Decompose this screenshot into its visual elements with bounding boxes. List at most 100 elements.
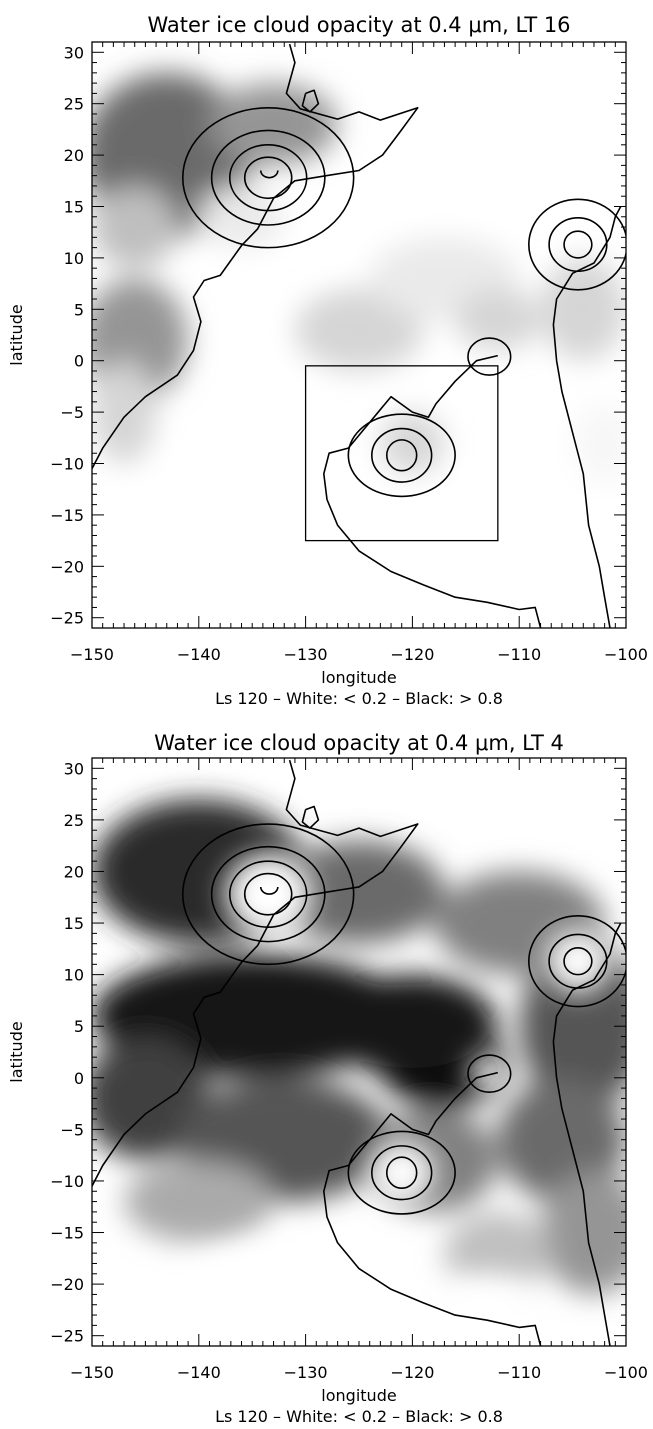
topography-contours: [92, 43, 626, 628]
contour-ring: [385, 1156, 418, 1189]
contour-ring: [228, 144, 308, 212]
panel-2: Water ice cloud opacity at 0.4 μm, LT 4 −…: [7, 731, 648, 1426]
chart-title: Water ice cloud opacity at 0.4 μm, LT 16: [147, 13, 570, 37]
opacity-blob: [519, 943, 626, 1109]
y-tick-label: −10: [50, 1172, 84, 1191]
y-tick-label: −20: [50, 1275, 84, 1294]
contour-ring: [467, 1054, 512, 1094]
y-tick-label: 30: [64, 759, 84, 778]
opacity-blob: [455, 288, 541, 351]
contour-ring: [228, 860, 308, 928]
contour-ring: [563, 947, 593, 976]
y-tick-label: 0: [74, 1069, 84, 1088]
contour-summit: [259, 170, 279, 179]
contour-east: [552, 922, 622, 1346]
contour-lake: [301, 89, 320, 113]
x-tick-label: −120: [390, 1363, 434, 1382]
opacity-blob: [519, 453, 584, 515]
contour-ring: [181, 823, 355, 966]
topography-contours: [92, 759, 626, 1346]
x-tick-label: −100: [604, 645, 648, 664]
panel-1: Water ice cloud opacity at 0.4 μm, LT 16…: [7, 13, 648, 708]
chart-title: Water ice cloud opacity at 0.4 μm, LT 4: [154, 731, 564, 755]
y-tick-label: 25: [64, 95, 84, 114]
y-tick-label: −25: [50, 1327, 84, 1346]
contour-ring: [371, 427, 433, 483]
contour-ring: [528, 198, 626, 291]
y-tick-label: 20: [64, 146, 84, 165]
opacity-blob: [294, 288, 424, 371]
y-tick-label: 25: [64, 811, 84, 830]
contour-lake: [301, 805, 320, 829]
contour-ring: [210, 129, 326, 226]
y-tick-label: −5: [60, 403, 84, 422]
x-axis-label: longitude: [321, 668, 396, 687]
y-axis-label: latitude: [7, 304, 26, 365]
y-tick-label: 5: [74, 300, 84, 319]
x-tick-label: −150: [70, 1363, 114, 1382]
contour-ring: [371, 1145, 433, 1201]
contour-ring: [347, 413, 456, 498]
contour-ring: [347, 1130, 456, 1215]
opacity-blob: [209, 83, 338, 166]
opacity-blob: [326, 974, 498, 1078]
y-tick-label: 10: [64, 249, 84, 268]
x-axis-label: longitude: [321, 1386, 396, 1405]
y-tick-label: 0: [74, 352, 84, 371]
opacity-blob: [540, 1170, 626, 1295]
contour-ring: [548, 217, 608, 273]
opacity-blob: [540, 257, 626, 361]
opacity-blob: [198, 185, 285, 248]
y-axis-label: latitude: [7, 1021, 26, 1082]
y-tick-label: −20: [50, 557, 84, 576]
opacity-blob: [92, 185, 178, 269]
opacity-field: [92, 799, 626, 1336]
contour-east: [552, 206, 622, 628]
x-tick-label: −140: [177, 645, 221, 664]
opacity-blob: [273, 840, 445, 944]
contour-basin: [322, 354, 542, 628]
contour-ring: [563, 230, 593, 259]
y-tick-label: 10: [64, 966, 84, 985]
contour-coast: [92, 43, 419, 469]
opacity-field: [92, 72, 626, 515]
contour-summit: [259, 886, 279, 895]
chart-caption: Ls 120 – White: < 0.2 – Black: > 0.8: [215, 1407, 503, 1426]
inset-box: [304, 365, 499, 542]
y-tick-label: 20: [64, 862, 84, 881]
contour-ring: [243, 872, 293, 916]
contour-ring: [181, 106, 355, 249]
contour-ring: [243, 156, 293, 200]
contour-ring: [385, 439, 418, 472]
opacity-blob: [92, 360, 157, 464]
x-tick-label: −110: [497, 645, 541, 664]
clear-spot: [470, 1053, 509, 1095]
opacity-blob: [124, 1160, 274, 1243]
clear-spot: [177, 1242, 392, 1326]
ticks: [91, 41, 627, 629]
opacity-blob: [444, 1211, 552, 1295]
y-tick-label: −15: [50, 1224, 84, 1243]
contour-basin: [322, 1071, 542, 1346]
y-tick-label: 5: [74, 1017, 84, 1036]
chart-caption: Ls 120 – White: < 0.2 – Black: > 0.8: [215, 689, 503, 708]
contour-coast: [92, 759, 419, 1187]
x-tick-label: −100: [604, 1363, 648, 1382]
y-tick-label: 30: [64, 43, 84, 62]
opacity-blob: [572, 401, 626, 485]
x-tick-label: −130: [284, 645, 328, 664]
y-tick-label: −25: [50, 609, 84, 628]
x-tick-label: −120: [390, 645, 434, 664]
clear-spot: [545, 930, 610, 993]
x-tick-label: −140: [177, 1363, 221, 1382]
y-tick-label: −5: [60, 1120, 84, 1139]
clear-spot: [433, 1273, 541, 1336]
contour-ring: [467, 337, 512, 376]
y-tick-label: −15: [50, 506, 84, 525]
opacity-blob: [497, 1077, 626, 1202]
ticks: [91, 757, 627, 1347]
contour-ring: [528, 915, 626, 1008]
y-tick-label: −10: [50, 455, 84, 474]
contour-ring: [548, 933, 608, 989]
